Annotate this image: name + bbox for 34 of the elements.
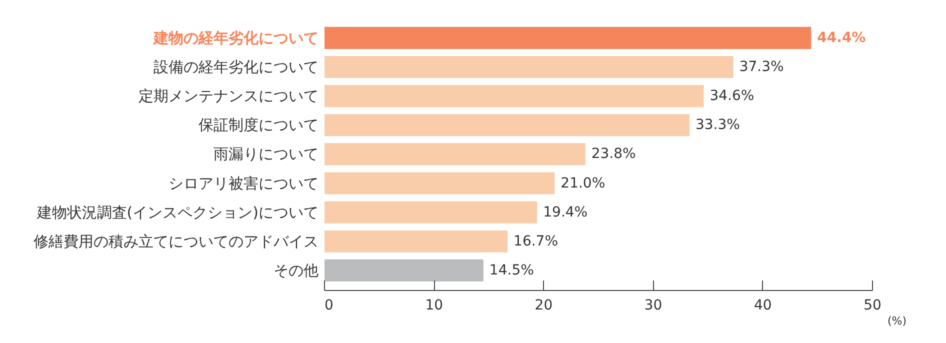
bar [324,201,538,224]
x-tick-label: 10 [425,298,444,314]
data-label: 23.8% [591,146,636,162]
y-tick-label: 設備の経年劣化について [154,58,318,76]
x-tick-label: 30 [644,298,662,314]
data-label: 14.5% [489,262,534,278]
data-label: 44.4% [817,30,866,46]
y-tick-label: その他 [274,261,318,280]
x-tick-label: 20 [534,298,553,314]
bar [324,85,704,108]
bar [324,143,586,166]
y-tick-label: 建物の経年劣化について [152,28,318,47]
bar [324,172,555,194]
y-tick-label: 修繕費用の積み立てについてのアドバイス [34,232,318,250]
bar [324,259,484,282]
data-label: 37.3% [739,59,784,75]
bar [324,56,734,78]
data-label: 16.7% [514,233,558,250]
y-tick-label: 雨漏りについて [214,145,318,164]
data-label: 21.0% [560,175,606,192]
x-tick-label: 0 [324,298,334,314]
y-tick-label: シロアリ被害について [168,174,318,192]
bar [324,114,690,136]
data-label: 19.4% [543,204,588,220]
x-axis-title: (%) [887,314,907,328]
x-tick-label: 50 [864,298,882,314]
bar [324,230,508,252]
y-tick-label: 保証制度について [198,116,318,134]
bar [324,26,812,49]
data-label: 33.3% [695,117,740,134]
x-tick-label: 40 [754,298,772,314]
data-label: 34.6% [710,88,754,104]
y-tick-label: 建物状況調査(インスペクション)について [36,203,319,222]
y-tick-label: 定期メンテナンスについて [138,87,318,106]
